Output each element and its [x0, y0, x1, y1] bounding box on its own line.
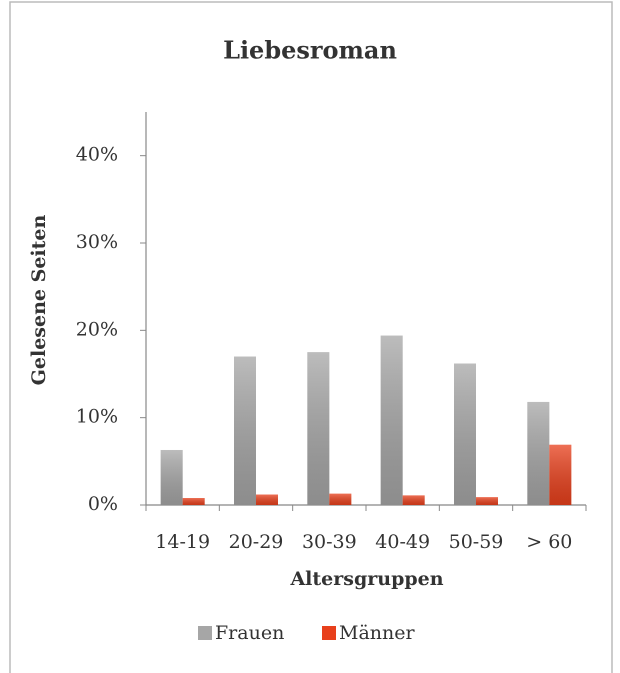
- x-tick-label: > 60: [526, 531, 572, 553]
- y-tick-label: 10%: [76, 406, 118, 428]
- bar-shade: [160, 449, 183, 505]
- bar-shade: [256, 494, 278, 505]
- legend-swatch: [198, 626, 212, 640]
- x-tick-label: 50-59: [449, 531, 504, 553]
- y-tick-label: 0%: [88, 493, 118, 515]
- y-tick-label: 30%: [76, 231, 118, 253]
- x-axis-title: Altersgruppen: [289, 568, 443, 590]
- bar-shade: [549, 444, 572, 505]
- y-tick-label: 20%: [76, 318, 118, 340]
- legend-label: Männer: [339, 622, 416, 644]
- bar-shade: [182, 498, 205, 505]
- x-tick-label: 20-29: [229, 531, 284, 553]
- bar-shade: [329, 493, 352, 505]
- bar-shade: [454, 363, 476, 505]
- bar-shade: [307, 352, 330, 505]
- bar-shade: [402, 495, 425, 505]
- frame: [9, 1, 613, 673]
- y-tick-label: 40%: [76, 144, 118, 166]
- bar-shade: [234, 356, 256, 505]
- y-axis-title: Gelesene Seiten: [28, 215, 50, 386]
- legend-label: Frauen: [215, 622, 284, 644]
- bar-shade: [476, 497, 498, 505]
- chart-title: Liebesroman: [223, 36, 397, 65]
- legend-swatch: [322, 626, 336, 640]
- bar-shade: [380, 335, 403, 505]
- bar-shade: [527, 401, 550, 505]
- x-tick-label: 40-49: [375, 531, 430, 553]
- x-tick-label: 30-39: [302, 531, 357, 553]
- x-tick-label: 14-19: [155, 531, 210, 553]
